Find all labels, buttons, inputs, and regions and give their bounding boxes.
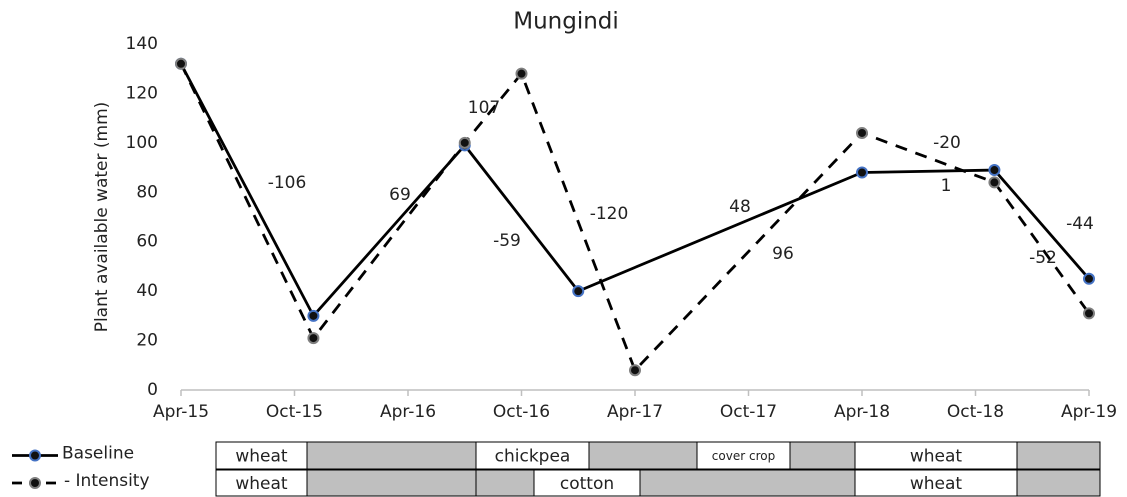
y-tick-label: 60 (136, 232, 158, 252)
annotation: 69 (389, 185, 411, 205)
crop-label: wheat (910, 447, 963, 467)
series-line (179, 63, 1091, 319)
crop-cell (475, 469, 535, 497)
series-marker (458, 136, 471, 149)
annotation: 1 (941, 176, 952, 196)
legend-label: Baseline (62, 444, 134, 464)
series-marker (856, 126, 868, 139)
annotation: 96 (772, 244, 794, 264)
x-tick-label: Apr-19 (1061, 402, 1117, 422)
crop-cell (854, 441, 1018, 470)
y-tick-label: 0 (147, 380, 158, 400)
x-tick-label: Apr-18 (834, 402, 890, 422)
series-marker (1083, 272, 1095, 285)
annotation: -120 (590, 204, 629, 224)
crop-label: wheat (235, 474, 288, 494)
crop-cell (306, 469, 477, 497)
series-marker (307, 332, 320, 345)
annotation: -52 (1029, 248, 1057, 268)
y-tick-label: 100 (126, 133, 158, 153)
crop-label: wheat (235, 447, 288, 467)
x-tick-label: Oct-18 (947, 402, 1004, 422)
series-marker (629, 364, 641, 377)
crop-cell (1016, 441, 1101, 470)
legend-marker (29, 477, 41, 489)
x-tick-label: Oct-15 (266, 402, 323, 422)
crop-cell (306, 441, 477, 470)
x-tick-label: Oct-16 (493, 402, 550, 422)
crop-cell (533, 469, 641, 497)
crop-label: cover crop (712, 449, 775, 463)
series-marker (988, 164, 1001, 177)
series-marker (1083, 307, 1095, 320)
y-tick-label: 20 (136, 331, 158, 351)
y-tick-label: 40 (136, 281, 158, 301)
x-tick-label: Oct-17 (720, 402, 777, 422)
x-tick-label: Apr-17 (607, 402, 663, 422)
x-tick-label: Apr-16 (380, 402, 436, 422)
chart-title: Mungindi (513, 9, 619, 35)
series-marker (515, 67, 528, 80)
annotation: -59 (493, 231, 521, 251)
crop-label: cotton (560, 474, 614, 494)
annotation: -44 (1066, 214, 1094, 234)
crop-cell (588, 441, 698, 470)
series-marker (988, 176, 1001, 189)
y-tick-label: 140 (126, 34, 158, 54)
series-marker (307, 309, 320, 322)
annotation: 48 (729, 197, 751, 217)
series-marker (856, 166, 868, 179)
crop-label: chickpea (495, 447, 571, 467)
series-marker (572, 285, 585, 298)
y-tick-label: 80 (136, 182, 158, 202)
series-marker (175, 57, 187, 70)
annotation: -20 (933, 133, 961, 153)
annotation: -106 (268, 173, 307, 193)
y-axis-label: Plant available water (mm) (92, 102, 112, 333)
legend-label: - Intensity (64, 471, 150, 491)
legend-marker (29, 449, 41, 462)
crop-cell (475, 441, 590, 470)
series-line (179, 63, 1091, 373)
annotation: 107 (468, 98, 500, 118)
crop-cell (789, 441, 856, 470)
crop-cell (1016, 469, 1101, 497)
crop-cell (639, 469, 856, 497)
y-tick-label: 120 (126, 83, 158, 103)
x-tick-label: Apr-15 (153, 402, 209, 422)
crop-label: wheat (910, 474, 963, 494)
